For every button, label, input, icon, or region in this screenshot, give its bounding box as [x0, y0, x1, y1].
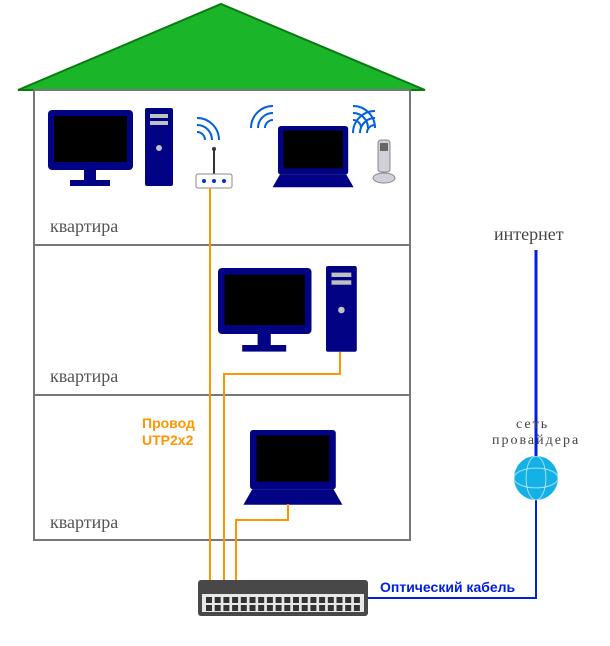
roof	[18, 4, 425, 90]
monitor-icon	[218, 268, 312, 352]
apartment-label: квартира	[50, 512, 118, 532]
utp-label: UTP2x2	[142, 432, 194, 448]
apartment-label: квартира	[50, 216, 118, 236]
monitor-icon	[48, 110, 133, 186]
pc-tower-icon	[326, 266, 357, 352]
cordless-phone-icon	[373, 140, 395, 183]
internet-label: интернет	[494, 224, 564, 244]
network-switch-icon	[198, 580, 368, 616]
apartment-label: квартира	[50, 366, 118, 386]
router-icon	[196, 147, 232, 188]
wifi-icon	[251, 106, 273, 128]
fiber-label: Оптический кабель	[380, 579, 516, 595]
utp-cable	[236, 504, 288, 580]
laptop-icon	[243, 430, 342, 505]
globe-icon	[514, 456, 558, 500]
wifi-icon	[197, 118, 219, 140]
pc-tower-icon	[145, 108, 173, 186]
utp-label: Провод	[142, 415, 195, 431]
provider-label: провайдера	[492, 433, 580, 448]
provider-label: сеть	[516, 417, 549, 432]
laptop-icon	[273, 126, 354, 187]
